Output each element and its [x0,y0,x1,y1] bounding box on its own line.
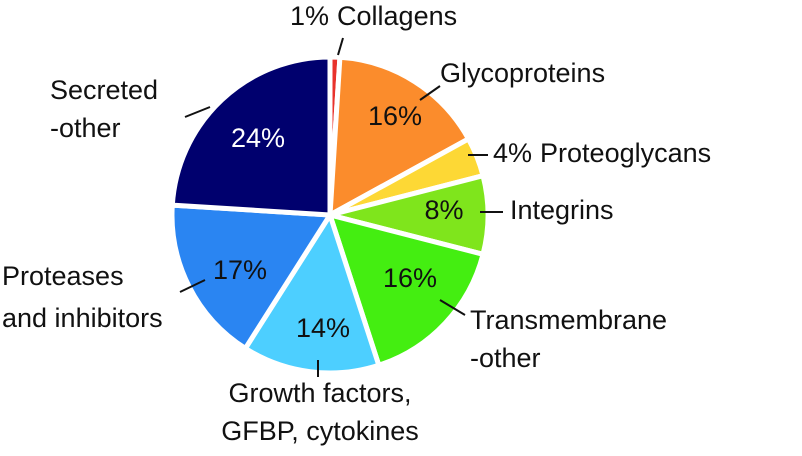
pie-slice [327,54,471,218]
leader-line [184,106,211,118]
pie-slice [169,54,333,218]
category-line: -other [470,343,541,373]
category-label: Proteases and inhibitors [2,261,163,333]
value-label: 16% [368,101,422,131]
category-label: Glycoproteins [440,58,605,88]
category-label: Integrins [510,195,614,225]
leader-line [179,279,206,293]
category-line: Integrins [510,195,614,225]
category-label: Secreted -other [50,75,158,143]
category-line: Glycoproteins [440,58,605,88]
category-line: Proteases [2,261,124,291]
category-line: and inhibitors [2,303,163,333]
slice-label: 1% Collagens [290,1,457,31]
leader-line [337,37,344,56]
value-label: 24% [231,123,285,153]
value-label: 14% [296,313,350,343]
leader-line [439,299,466,316]
value-label: 4% [493,138,532,168]
category-line: GFBP, cytokines [221,416,419,446]
category-label: Transmembrane -other [470,305,667,373]
value-label: 8% [424,195,463,225]
category-line: Secreted [50,75,158,105]
category-label: Growth factors, GFBP, cytokines [221,378,419,446]
leader-line [419,85,441,101]
category-line: -other [50,113,121,143]
value-label: 17% [213,255,267,285]
category-label: Collagens [337,1,457,31]
category-label: Proteoglycans [540,138,711,168]
pie-slice [242,212,382,376]
category-line: Growth factors, [228,378,411,408]
slice-label: 4% Proteoglycans [493,138,711,168]
category-line: Transmembrane [470,305,667,335]
value-label: 16% [383,263,437,293]
value-label: 1% [290,1,329,31]
